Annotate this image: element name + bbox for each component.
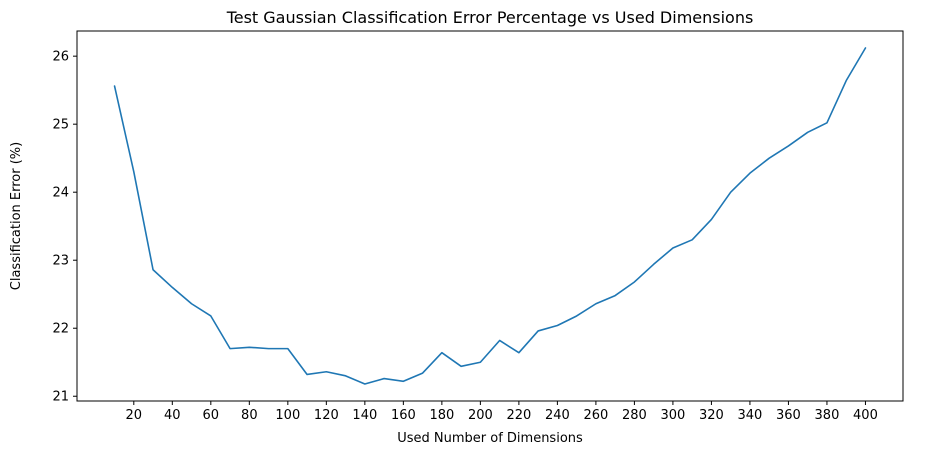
data-point	[229, 348, 231, 350]
y-tick-label: 22	[52, 322, 69, 337]
y-tick-label: 25	[52, 118, 69, 133]
data-point	[114, 85, 116, 87]
data-point	[557, 325, 559, 327]
x-tick-label: 240	[545, 408, 570, 423]
x-tick-label: 380	[815, 408, 840, 423]
data-point	[576, 315, 578, 317]
series-line	[113, 47, 867, 385]
data-point	[826, 122, 828, 124]
data-point	[845, 80, 847, 82]
data-point	[634, 281, 636, 283]
data-point	[537, 330, 539, 332]
data-point	[191, 303, 193, 305]
y-tick-label: 21	[52, 390, 69, 405]
x-tick-label: 340	[738, 408, 763, 423]
data-point	[383, 378, 385, 380]
x-tick-label: 40	[164, 408, 181, 423]
data-point	[518, 352, 520, 354]
data-point	[326, 371, 328, 373]
data-point	[268, 348, 270, 350]
x-tick-label: 360	[776, 408, 801, 423]
x-axis-ticks: 20 40 60 80 100 120 140 160 180 200 220 240 260 280 30…	[126, 401, 878, 423]
data-point	[172, 287, 174, 289]
data-point	[249, 346, 251, 348]
y-tick-label: 26	[52, 50, 69, 65]
x-axis-label: Used Number of Dimensions	[397, 431, 583, 446]
x-tick-label: 20	[126, 408, 143, 423]
x-tick-label: 220	[506, 408, 531, 423]
x-tick-label: 120	[314, 408, 339, 423]
series-layer	[113, 47, 867, 385]
data-point	[865, 47, 867, 49]
data-point	[614, 295, 616, 297]
x-tick-label: 320	[699, 408, 724, 423]
data-point	[595, 303, 597, 305]
data-point	[364, 383, 366, 385]
data-point	[210, 315, 212, 317]
x-tick-label: 180	[429, 408, 454, 423]
x-tick-label: 160	[391, 408, 416, 423]
x-tick-label: 400	[853, 408, 878, 423]
y-axis-ticks: 21 22 23 24 25 26	[52, 50, 77, 405]
x-tick-label: 60	[203, 408, 220, 423]
x-tick-label: 300	[660, 408, 685, 423]
data-point	[691, 239, 693, 241]
data-point	[152, 269, 154, 271]
x-tick-label: 140	[352, 408, 377, 423]
x-tick-label: 280	[622, 408, 647, 423]
x-tick-label: 200	[468, 408, 493, 423]
y-tick-label: 24	[52, 186, 69, 201]
data-point	[403, 380, 405, 382]
x-tick-label: 260	[583, 408, 608, 423]
data-point	[749, 172, 751, 174]
x-tick-label: 100	[275, 408, 300, 423]
x-tick-label: 80	[241, 408, 258, 423]
data-point	[306, 374, 308, 376]
data-point	[441, 352, 443, 354]
data-point	[730, 191, 732, 193]
plot-frame	[76, 30, 904, 402]
data-point	[807, 132, 809, 134]
data-point	[788, 145, 790, 147]
data-point	[480, 361, 482, 363]
y-axis-label: Classification Error (%)	[9, 142, 24, 290]
chart-title: Test Gaussian Classification Error Perce…	[226, 8, 754, 27]
data-point	[345, 375, 347, 377]
data-point	[422, 372, 424, 374]
data-point	[133, 171, 135, 173]
data-point	[460, 366, 462, 368]
data-point	[653, 263, 655, 265]
data-point	[287, 348, 289, 350]
data-point	[768, 157, 770, 159]
data-point	[711, 219, 713, 221]
y-tick-label: 23	[52, 254, 69, 269]
data-point	[499, 340, 501, 342]
data-point	[672, 247, 674, 249]
